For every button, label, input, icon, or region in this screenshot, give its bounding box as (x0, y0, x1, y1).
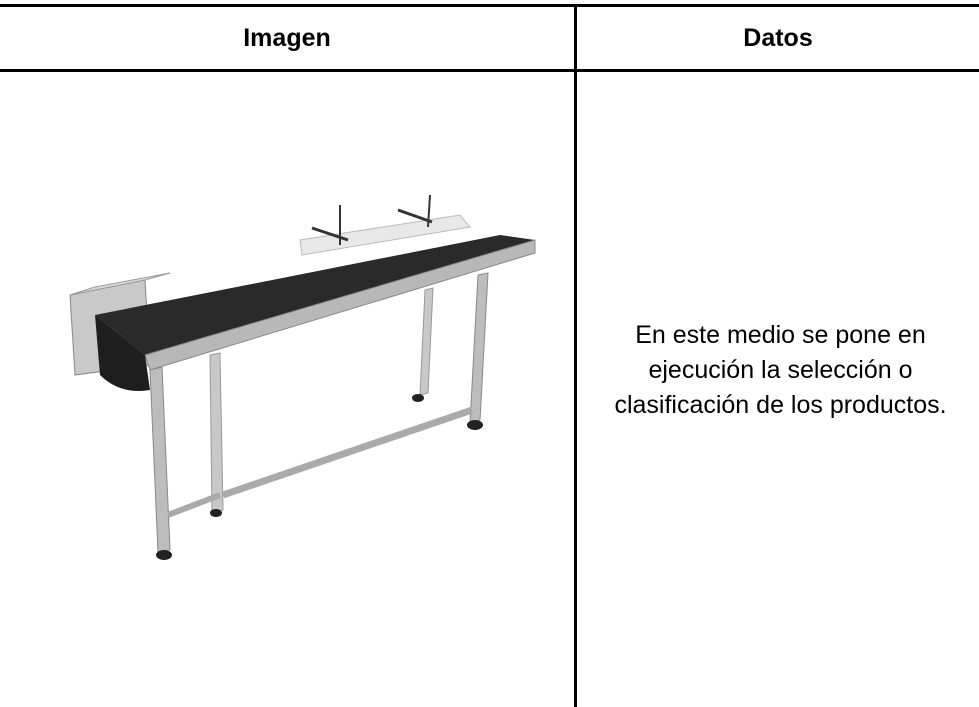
header-cell: Datos (743, 24, 813, 52)
header-bottom-border (0, 69, 979, 72)
column-divider (574, 5, 577, 707)
conveyor-image (69, 195, 536, 560)
cell-text: En este medio se pone en ejecución la se… (614, 321, 947, 419)
table-top-border (0, 4, 979, 7)
header-cell: Imagen (243, 24, 331, 52)
